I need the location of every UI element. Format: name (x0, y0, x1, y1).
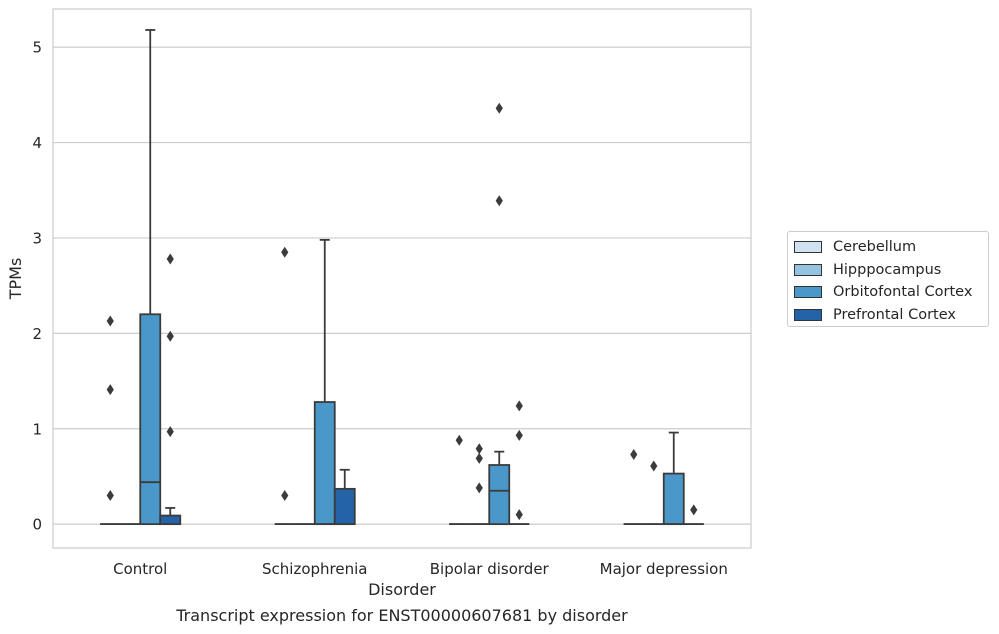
box-iqr (488, 464, 511, 526)
axis-ticks: 0 1 2 3 4 5 Control Schizophrenia Bipolar disord… (32, 39, 727, 578)
outlier-point (475, 482, 483, 494)
box-marks (100, 29, 704, 526)
plot-frame (52, 8, 752, 549)
legend-label: Cerebellum (833, 239, 917, 256)
box-iqr (333, 487, 356, 526)
y-tick-label: 5 (32, 39, 42, 57)
box-group (643, 460, 664, 526)
outlier-point (515, 509, 523, 521)
box-group (683, 504, 704, 526)
y-tick-label: 1 (32, 420, 42, 438)
outlier-point (281, 246, 289, 258)
box-group (509, 400, 530, 526)
outlier-point (106, 384, 114, 396)
y-tick-label: 3 (32, 229, 42, 247)
box-group (274, 246, 295, 526)
outlier-point (650, 460, 658, 472)
legend-item-hippocampus: Hipppocampus (794, 259, 982, 282)
box-iqr (313, 401, 336, 526)
box-group (313, 238, 336, 526)
box-group (623, 449, 644, 526)
y-axis-label: TPMs (6, 258, 25, 301)
outlier-point (166, 253, 174, 265)
legend-swatch (794, 241, 822, 254)
legend-label: Orbitofontal Cortex (833, 284, 973, 301)
x-tick-label: Schizophrenia (262, 560, 367, 578)
x-axis-label: Disorder (368, 580, 436, 599)
box-group (100, 315, 121, 526)
outlier-point (630, 449, 638, 461)
legend-item-prefrontal-cortex: Prefrontal Cortex (794, 304, 982, 327)
box-iqr (662, 472, 685, 526)
outlier-point (495, 195, 503, 207)
legend-swatch (794, 286, 822, 299)
box-group (449, 434, 470, 526)
outlier-point (475, 443, 483, 455)
box-iqr (139, 313, 162, 526)
y-tick-label: 0 (32, 516, 42, 534)
legend-label: Prefrontal Cortex (833, 306, 956, 323)
outlier-point (515, 400, 523, 412)
box-group (488, 102, 511, 526)
outlier-point (495, 102, 503, 114)
y-tick-label: 2 (32, 325, 42, 343)
legend-item-cerebellum: Cerebellum (794, 236, 982, 259)
box-group (159, 253, 182, 526)
outlier-point (281, 490, 289, 502)
legend: Cerebellum Hipppocampus Orbitofontal Cor… (787, 231, 989, 327)
outlier-point (455, 434, 463, 446)
x-tick-label: Control (113, 560, 167, 578)
x-tick-label: Bipolar disorder (430, 560, 550, 578)
legend-swatch (794, 263, 822, 276)
box-group (469, 443, 490, 526)
y-tick-label: 4 (32, 134, 42, 152)
outlier-point (166, 330, 174, 342)
legend-item-orbitofrontal-cortex: Orbitofontal Cortex (794, 281, 982, 304)
x-tick-label: Major depression (600, 560, 728, 578)
outlier-point (515, 429, 523, 441)
outlier-point (106, 315, 114, 327)
box-group (662, 431, 685, 526)
figure-caption: Transcript expression for ENST0000060768… (176, 606, 628, 625)
outlier-point (475, 452, 483, 464)
outlier-point (106, 490, 114, 502)
box-group (139, 29, 162, 526)
outlier-point (166, 426, 174, 438)
legend-swatch (794, 308, 822, 321)
box-iqr (159, 514, 182, 526)
box-group (333, 468, 356, 526)
legend-label: Hipppocampus (833, 261, 942, 278)
outlier-point (690, 504, 698, 516)
